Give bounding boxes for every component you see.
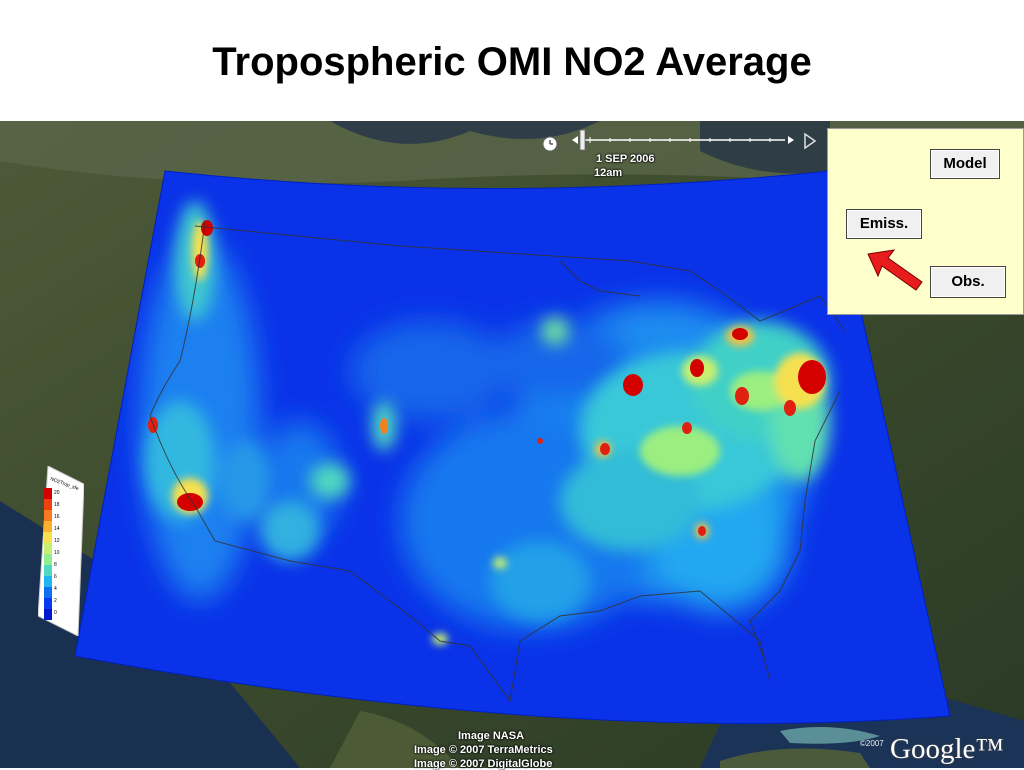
hotspot-atlanta — [698, 526, 706, 536]
slider-date: 1 SEP 2006 — [596, 153, 655, 165]
attribution-line-3: Image © 2007 DigitalGlobe — [414, 758, 553, 770]
colorbar-swatch — [44, 488, 52, 499]
slider-handle-icon — [579, 129, 586, 151]
model-legend-panel: Model Emiss. Obs. — [827, 128, 1024, 315]
colorbar-swatch — [44, 565, 52, 576]
play-icon — [804, 132, 817, 150]
svg-text:0: 0 — [54, 610, 57, 616]
copyright-year: ©2007 — [860, 739, 884, 748]
hotspot-st-louis — [600, 443, 610, 455]
svg-text:20: 20 — [54, 490, 60, 496]
colorbar-swatch — [44, 554, 52, 565]
model-label: Model — [930, 149, 1000, 179]
red-arrow-icon — [867, 249, 923, 291]
obs-label: Obs. — [930, 266, 1006, 298]
attribution-line-1: Image NASA — [458, 730, 525, 742]
hotspot-kansas-city — [537, 438, 543, 444]
colorbar-swatch — [44, 521, 52, 532]
hotspot-cincinnati — [682, 422, 692, 434]
hotspot-toronto — [732, 328, 748, 340]
svg-text:6: 6 — [54, 574, 57, 580]
colorbar-swatch — [44, 543, 52, 554]
colorbar-swatch — [44, 576, 52, 587]
svg-text:2: 2 — [54, 598, 57, 604]
slider-time: 12am — [594, 167, 623, 179]
colorbar-swatch — [44, 532, 52, 543]
svg-text:12: 12 — [54, 538, 60, 544]
emiss-label: Emiss. — [846, 209, 922, 239]
time-slider[interactable]: 1 SEP 2006 12am — [540, 128, 830, 180]
colorbar-swatch — [44, 598, 52, 609]
svg-text:14: 14 — [54, 526, 60, 532]
colorbar-swatch — [44, 609, 52, 620]
hotspot-detroit — [690, 359, 704, 377]
attribution-line-2: Image © 2007 TerraMetrics — [414, 744, 553, 756]
colorbar-swatch — [44, 510, 52, 521]
hotspot-los-angeles — [177, 493, 203, 511]
boundaries — [149, 220, 846, 703]
google-logo: Google™ — [890, 733, 1004, 765]
colorbar-swatch — [44, 499, 52, 510]
hotspot-chicago — [623, 374, 643, 396]
svg-text:10: 10 — [54, 550, 60, 556]
svg-text:16: 16 — [54, 514, 60, 520]
svg-text:8: 8 — [54, 562, 57, 568]
hotspot-denver — [380, 418, 388, 434]
hotspot-philadelphia — [784, 400, 796, 416]
hotspot-pittsburgh — [735, 387, 749, 405]
slide-title: Tropospheric OMI NO2 Average — [212, 40, 812, 84]
hotspot-new-york — [798, 360, 826, 394]
svg-text:4: 4 — [54, 586, 57, 592]
time-slider-track[interactable] — [540, 128, 830, 158]
svg-text:18: 18 — [54, 502, 60, 508]
colorbar-swatch — [44, 587, 52, 598]
